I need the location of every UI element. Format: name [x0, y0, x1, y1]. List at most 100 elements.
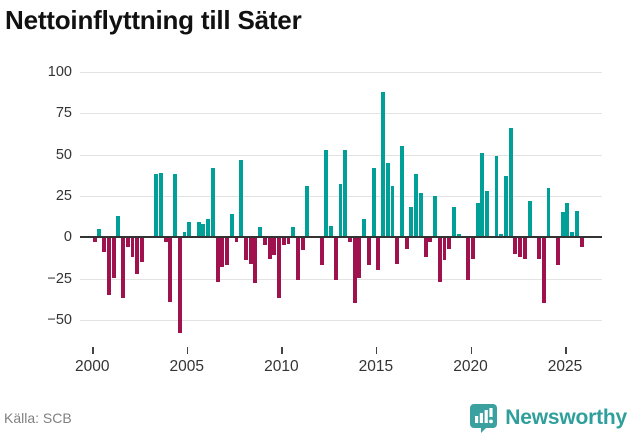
bar	[291, 227, 296, 238]
zero-axis-line	[80, 235, 602, 239]
bar	[239, 159, 244, 238]
bar	[272, 237, 277, 256]
newsworthy-wordmark: Newsworthy	[505, 406, 627, 429]
bar	[541, 237, 546, 304]
bar	[390, 185, 395, 238]
bar	[277, 237, 281, 299]
x-axis-label: 2025	[547, 358, 583, 375]
x-axis-label: 2010	[264, 358, 299, 375]
bar	[480, 152, 485, 238]
bar	[503, 176, 508, 238]
y-axis-label: 25	[55, 187, 72, 204]
bar	[447, 237, 452, 249]
bar	[381, 91, 386, 238]
bar	[376, 237, 381, 271]
bar	[395, 237, 400, 264]
bar	[466, 237, 471, 281]
bar	[437, 237, 442, 282]
bar	[574, 210, 579, 238]
x-axis-label: 2000	[75, 358, 110, 375]
bar	[579, 237, 584, 248]
bar	[234, 237, 239, 243]
bar	[182, 232, 187, 238]
source-attribution: Källa: SCB	[4, 410, 72, 426]
bar	[366, 237, 371, 266]
bar	[295, 237, 300, 281]
bar	[409, 207, 414, 238]
bar	[570, 232, 575, 238]
bar	[546, 187, 551, 238]
bar	[499, 233, 504, 238]
bar	[158, 172, 163, 238]
bar	[173, 174, 177, 238]
bar	[456, 233, 461, 238]
bar	[338, 184, 343, 238]
bar	[352, 237, 357, 304]
x-axis-label: 2015	[358, 358, 394, 375]
y-axis-label: −25	[47, 270, 72, 287]
bar	[248, 237, 253, 264]
y-axis-label: 75	[55, 105, 72, 122]
x-axis-tick	[281, 347, 283, 354]
bar	[130, 237, 135, 257]
bar	[371, 167, 376, 238]
bar	[404, 237, 409, 249]
bar	[220, 237, 225, 267]
bar	[253, 237, 258, 284]
bar	[196, 222, 201, 238]
bar	[485, 190, 490, 238]
gridline	[80, 72, 602, 73]
bar	[229, 214, 234, 238]
gridline	[80, 154, 602, 156]
bar	[121, 237, 125, 299]
bar	[518, 237, 523, 257]
bar	[513, 237, 518, 254]
y-axis-label: 0	[63, 229, 72, 246]
y-axis-label: 100	[47, 64, 72, 80]
bar	[537, 237, 542, 259]
x-axis-tick	[375, 347, 378, 354]
bar	[470, 237, 475, 259]
bar	[225, 237, 229, 266]
x-axis-tick	[565, 347, 567, 354]
bar	[97, 228, 102, 238]
bar	[102, 237, 107, 253]
bar	[281, 237, 286, 246]
bar	[357, 237, 362, 279]
gridline	[80, 319, 602, 321]
bar	[423, 237, 428, 257]
bar	[329, 225, 333, 238]
bar	[333, 237, 338, 281]
bar	[243, 237, 248, 261]
bar	[206, 219, 211, 238]
x-axis-label: 2005	[169, 358, 205, 375]
x-axis-label: 2020	[453, 358, 488, 375]
chart-title: Nettoinflyttning till Säter	[5, 5, 302, 35]
bar	[343, 149, 348, 238]
bar	[508, 128, 513, 238]
bar	[428, 237, 433, 243]
bar	[106, 237, 111, 295]
bar	[385, 162, 390, 238]
bar	[267, 237, 272, 259]
bar	[201, 223, 206, 238]
bar	[300, 237, 305, 251]
bar	[139, 237, 144, 262]
newsworthy-logo[interactable]: Newsworthy	[469, 402, 627, 434]
y-axis-label: 50	[55, 146, 72, 163]
bar	[92, 237, 97, 243]
bar	[168, 237, 173, 302]
bar	[418, 192, 423, 238]
bar	[527, 200, 532, 238]
bar	[442, 237, 447, 261]
bar	[154, 174, 159, 238]
bar	[135, 237, 140, 274]
bar	[556, 237, 560, 266]
x-axis-tick	[470, 347, 472, 354]
bar	[125, 237, 130, 248]
bar	[560, 212, 565, 238]
bar	[305, 185, 310, 238]
bar	[433, 195, 438, 238]
x-axis-tick	[186, 347, 189, 354]
